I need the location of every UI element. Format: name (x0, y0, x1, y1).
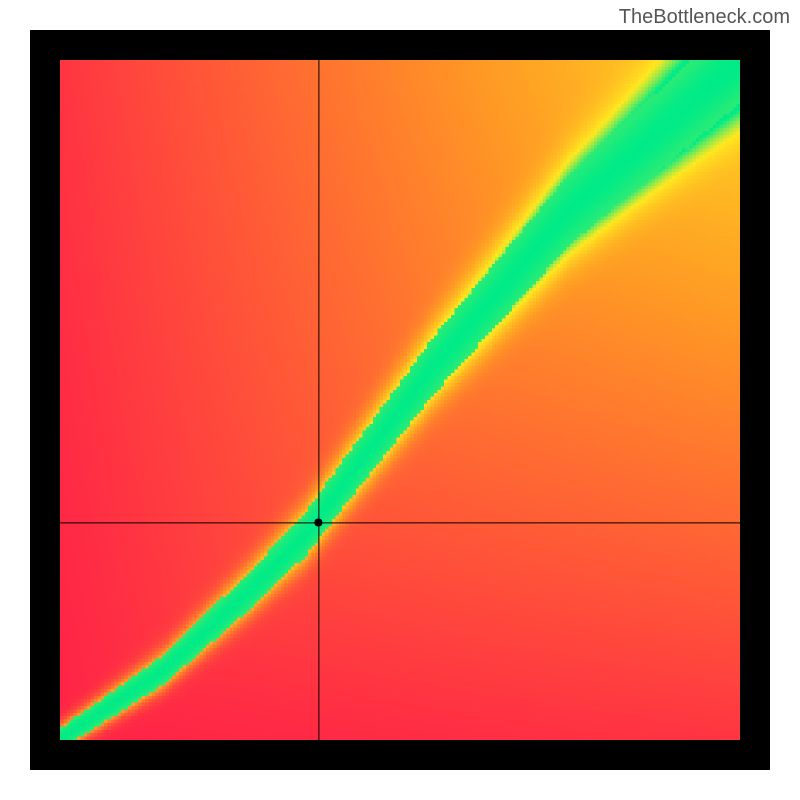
crosshair-overlay (60, 60, 740, 740)
plot-frame (30, 30, 770, 770)
attribution-text: TheBottleneck.com (619, 6, 790, 29)
